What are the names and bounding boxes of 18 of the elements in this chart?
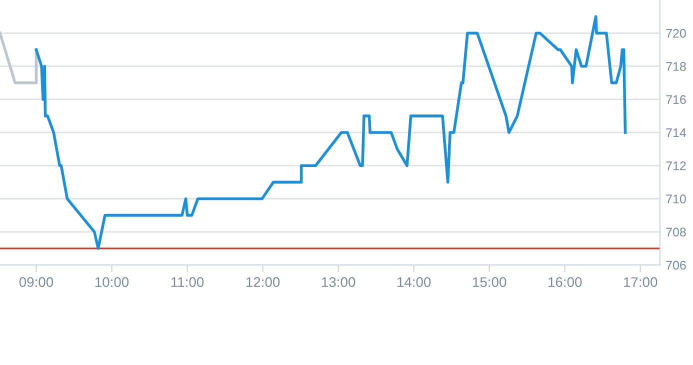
y-tick-label: 720: [666, 28, 686, 38]
y-tick-label: 718: [666, 62, 686, 71]
x-tick-label: 11:00: [171, 277, 204, 288]
x-tick-label: 15:00: [473, 277, 506, 288]
y-tick-label: 710: [666, 194, 686, 204]
y-tick-label: 706: [666, 260, 686, 270]
x-tick-label: 13:00: [322, 277, 356, 288]
x-tick-label: 14:00: [398, 277, 431, 288]
x-tick-label: 12:00: [246, 277, 280, 288]
y-tick-label: 712: [666, 161, 686, 170]
y-tick-label: 716: [666, 95, 686, 104]
x-tick-label: 16:00: [548, 277, 582, 288]
x-tick-label: 09:00: [19, 277, 54, 288]
y-tick-label: 714: [666, 128, 686, 138]
line-series: [34, 15, 627, 250]
y-tick-label: 708: [666, 228, 686, 237]
x-tick-label: 17:00: [624, 277, 658, 288]
x-tick-label: 10:00: [95, 277, 129, 288]
